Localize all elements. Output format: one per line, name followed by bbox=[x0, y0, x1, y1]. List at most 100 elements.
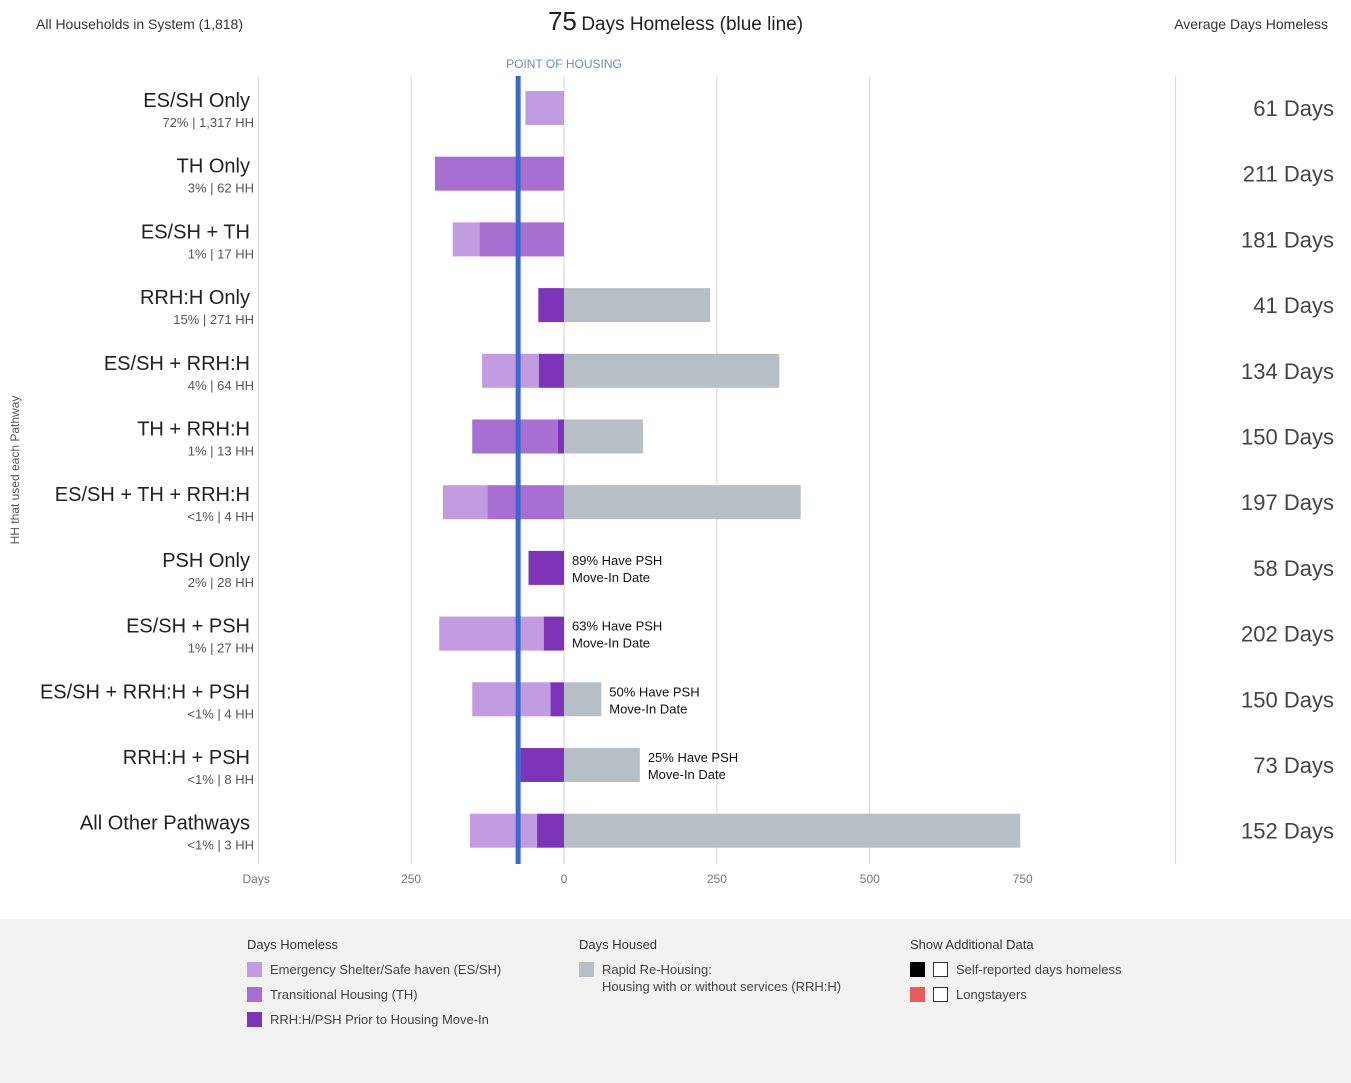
category-sublabel: 1% | 27 HH bbox=[188, 641, 254, 656]
longstayers-swatch bbox=[910, 987, 925, 1002]
category-label: RRH:H Only bbox=[140, 287, 250, 309]
bar-segment-es-sh bbox=[525, 91, 564, 125]
legend-panel: Days Homeless Emergency Shelter/Safe hav… bbox=[0, 919, 1351, 1083]
psh-move-in-annotation: Move-In Date bbox=[572, 570, 650, 585]
bar-segment-housed bbox=[564, 353, 780, 388]
psh-move-in-annotation: 50% Have PSH bbox=[609, 684, 699, 699]
psh-move-in-annotation: Move-In Date bbox=[609, 701, 687, 716]
legend-item-rrh-h[interactable]: Rapid Re-Housing: Housing with or withou… bbox=[579, 962, 841, 995]
headline-days-number: 75 bbox=[547, 6, 577, 36]
households-total-label: All Households in System (1,818) bbox=[36, 16, 243, 32]
x-tick-label: Days bbox=[243, 872, 270, 886]
category-label: All Other Pathways bbox=[80, 813, 250, 835]
category-sublabel: 3% | 62 HH bbox=[188, 181, 254, 196]
category-sublabel: 1% | 17 HH bbox=[188, 246, 254, 261]
x-tick-label: 250 bbox=[707, 872, 727, 886]
legend-days-homeless-title: Days Homeless bbox=[247, 937, 339, 952]
bar-segment-th bbox=[479, 222, 564, 257]
toggle-longstayers[interactable]: Longstayers bbox=[910, 987, 1121, 1002]
average-days-value: 202 Days bbox=[1241, 622, 1334, 647]
legend-label: Rapid Re-Housing: Housing with or withou… bbox=[602, 961, 841, 995]
x-tick-label: 750 bbox=[1013, 872, 1033, 886]
psh-move-in-annotation: 25% Have PSH bbox=[648, 750, 738, 765]
bar-segment-rrh-psh-prior bbox=[557, 419, 564, 454]
x-tick-label: 500 bbox=[860, 872, 880, 886]
legend-item-es-sh[interactable]: Emergency Shelter/Safe haven (ES/SH) bbox=[247, 962, 501, 977]
average-days-value: 61 Days bbox=[1253, 96, 1334, 121]
bar-segment-es-sh bbox=[472, 682, 551, 717]
bar-segment-rrh-psh-prior bbox=[528, 550, 564, 585]
average-days-value: 211 Days bbox=[1243, 162, 1334, 187]
longstayers-checkbox[interactable] bbox=[933, 987, 948, 1002]
self-reported-checkbox[interactable] bbox=[933, 962, 948, 977]
bar-segment-th bbox=[472, 419, 558, 454]
bar-segment-housed bbox=[564, 748, 640, 782]
average-days-value: 41 Days bbox=[1253, 293, 1334, 318]
toggle-self-reported[interactable]: Self-reported days homeless bbox=[910, 962, 1121, 977]
bar-segment-rrh-psh-prior bbox=[538, 353, 564, 388]
category-sublabel: 2% | 28 HH bbox=[188, 575, 254, 590]
bar-segment-rrh-psh-prior bbox=[537, 813, 564, 848]
category-sublabel: 15% | 271 HH bbox=[173, 312, 254, 327]
category-label: TH + RRH:H bbox=[137, 419, 250, 441]
average-days-header: Average Days Homeless bbox=[1174, 16, 1328, 32]
category-sublabel: <1% | 4 HH bbox=[187, 706, 254, 721]
point-of-housing-label: POINT OF HOUSING bbox=[506, 57, 622, 71]
rrh-psh-prior-swatch bbox=[247, 1012, 262, 1027]
bar-segment-th bbox=[434, 156, 564, 191]
legend-label: Emergency Shelter/Safe haven (ES/SH) bbox=[270, 962, 502, 977]
self-reported-swatch bbox=[910, 962, 925, 977]
es-sh-swatch bbox=[247, 962, 262, 977]
category-sublabel: <1% | 3 HH bbox=[187, 838, 254, 853]
legend-label-line1: Rapid Re-Housing: bbox=[602, 962, 712, 977]
category-label: RRH:H + PSH bbox=[123, 747, 250, 769]
bar-segment-housed bbox=[564, 485, 801, 520]
average-days-value: 181 Days bbox=[1241, 227, 1334, 252]
average-days-value: 152 Days bbox=[1241, 819, 1334, 844]
bar-segment-housed bbox=[564, 813, 1021, 848]
chart-headline: 75 Days Homeless (blue line) bbox=[0, 6, 1351, 37]
category-label: ES/SH + RRH:H bbox=[104, 353, 250, 375]
category-sublabel: 72% | 1,317 HH bbox=[162, 115, 254, 130]
legend-days-homeless: Days Homeless Emergency Shelter/Safe hav… bbox=[247, 937, 501, 1037]
category-label: ES/SH + RRH:H + PSH bbox=[40, 681, 250, 703]
psh-move-in-annotation: Move-In Date bbox=[572, 636, 650, 651]
category-label: ES/SH + TH + RRH:H bbox=[55, 484, 250, 506]
legend-item-th[interactable]: Transitional Housing (TH) bbox=[247, 987, 501, 1002]
category-sublabel: 4% | 64 HH bbox=[188, 378, 254, 393]
average-days-value: 150 Days bbox=[1241, 687, 1334, 712]
bar-segment-housed bbox=[564, 288, 711, 323]
psh-move-in-annotation: 63% Have PSH bbox=[572, 619, 662, 634]
housed-swatch bbox=[579, 962, 594, 977]
psh-move-in-annotation: 89% Have PSH bbox=[572, 553, 662, 568]
bar-segment-housed bbox=[564, 682, 602, 717]
category-label: TH Only bbox=[177, 156, 250, 178]
average-days-value: 58 Days bbox=[1253, 556, 1334, 581]
legend-label: Transitional Housing (TH) bbox=[270, 987, 418, 1002]
bar-segment-es-sh bbox=[452, 222, 480, 257]
category-label: PSH Only bbox=[162, 550, 250, 572]
bar-segment-es-sh bbox=[439, 616, 544, 651]
category-sublabel: <1% | 4 HH bbox=[187, 509, 254, 524]
legend-label-line2: Housing with or without services (RRH:H) bbox=[602, 979, 842, 994]
pathway-chart: Days 250 0 250 500 750 ES/SH Only 72% | 1,317 H… bbox=[40, 57, 1334, 886]
average-days-value: 134 Days bbox=[1241, 359, 1334, 384]
psh-move-in-annotation: Move-In Date bbox=[648, 767, 726, 782]
legend-label: Self-reported days homeless bbox=[956, 962, 1122, 977]
legend-item-rrh-psh-prior[interactable]: RRH:H/PSH Prior to Housing Move-In bbox=[247, 1012, 501, 1027]
bar-segment-rrh-psh-prior bbox=[520, 748, 564, 782]
legend-additional-data: Show Additional Data Self-reported days … bbox=[910, 937, 1121, 1012]
average-days-value: 197 Days bbox=[1241, 490, 1334, 515]
bar-segment-es-sh bbox=[482, 353, 539, 388]
category-label: ES/SH + PSH bbox=[126, 616, 250, 638]
legend-days-housed: Days Housed Rapid Re-Housing: Housing wi… bbox=[579, 937, 841, 1005]
legend-days-housed-title: Days Housed bbox=[579, 937, 658, 952]
headline-days-text: Days Homeless (blue line) bbox=[581, 14, 804, 35]
average-days-value: 73 Days bbox=[1253, 753, 1334, 778]
bar-segment-th bbox=[487, 485, 564, 520]
bar-segment-rrh-psh-prior bbox=[550, 682, 564, 717]
bar-segment-rrh-psh-prior bbox=[538, 288, 564, 323]
th-swatch bbox=[247, 987, 262, 1002]
category-label: ES/SH Only bbox=[143, 90, 250, 112]
category-label: ES/SH + TH bbox=[141, 221, 250, 243]
